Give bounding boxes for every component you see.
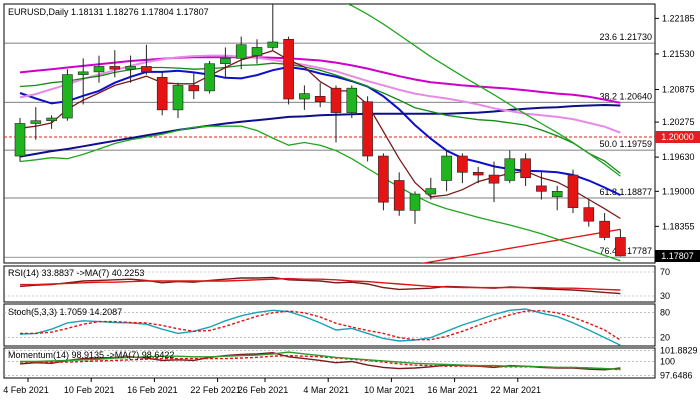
candle-body (77, 71, 89, 75)
indicator-line (20, 309, 621, 341)
candle-body (520, 158, 531, 179)
price-axis: 1.22185 1.21530 1.20875 1.20275 1.19630 1.190… (655, 13, 695, 231)
candle-body (393, 180, 405, 211)
momentum-panel: 101.8829 100 97.6486 Momentum(14) 98.9135 … (3, 345, 698, 380)
price-tick-label: 1.20275 (662, 117, 695, 127)
candle-body (235, 44, 247, 59)
candle-body (30, 120, 42, 124)
date-tick-label: 26 Feb 2021 (238, 385, 289, 395)
candle-body (472, 172, 484, 176)
fib-level-label: 38.2 1.20640 (599, 91, 652, 101)
overlay-line (19, 56, 621, 104)
candle-body (488, 174, 500, 184)
candle-body (141, 66, 152, 73)
overlay-line (420, 228, 621, 263)
date-axis: 4 Feb 2021 10 Feb 2021 16 Feb 2021 22 Feb 2… (3, 378, 541, 395)
candle-body (551, 191, 563, 198)
fib-level-label: 50.0 1.19759 (599, 139, 652, 149)
fib-level-label: 76.4 1.17787 (599, 246, 652, 256)
date-tick-label: 16 Feb 2021 (127, 385, 178, 395)
candle-body (299, 93, 310, 100)
price-tick-label: 1.18355 (662, 221, 695, 231)
candle-body (251, 47, 263, 56)
date-tick-label: 22 Feb 2021 (190, 385, 241, 395)
candle-body (567, 174, 579, 208)
price-tick-label: 1.19630 (662, 152, 695, 162)
date-tick-label: 10 Mar 2021 (364, 385, 415, 395)
last-price-badge: 1.17807 (655, 250, 700, 263)
candle-body (457, 155, 468, 173)
stochastic-panel: 80 20 Stoch(5,3,3) 1.7059 14.2087 (3, 303, 670, 347)
candle-body (378, 155, 389, 203)
candle-body (62, 74, 73, 119)
candle-body (346, 87, 358, 113)
date-tick-label: 4 Mar 2021 (303, 385, 349, 395)
rsi-panel: 70 30 RSI(14) 33.8837 ->MA(7) 40.2253 (3, 265, 670, 303)
candle-body (409, 193, 421, 211)
level-label: 70 (660, 267, 670, 277)
candle-body (441, 155, 452, 181)
candles (14, 4, 626, 257)
candle-body (615, 237, 626, 257)
price-tick-label: 1.20875 (662, 85, 695, 95)
candle-body (362, 101, 373, 157)
fib-level-label: 61.8 1.18877 (599, 187, 652, 197)
candle-body (220, 57, 231, 65)
candle-body (204, 63, 215, 92)
candle-body (536, 185, 547, 192)
main-price-panel: 23.6 1.21730 38.2 1.20640 50.0 1.19759 61.8… (3, 3, 695, 264)
level-label: 30 (660, 291, 670, 301)
date-tick-label: 4 Feb 2021 (3, 385, 49, 395)
level-label: 101.8829 (660, 345, 698, 355)
symbol-ohlc-header: EURUSD,Daily 1.18131 1.18276 1.17804 1.1… (8, 7, 209, 17)
date-tick-label: 16 Mar 2021 (427, 385, 478, 395)
price-tick-label: 1.19000 (662, 186, 695, 196)
level-label: 100 (660, 357, 675, 367)
level-label: 20 (660, 333, 670, 343)
overlay-line (346, 4, 621, 177)
date-tick-label: 10 Feb 2021 (64, 385, 115, 395)
fibonacci-levels: 23.6 1.21730 38.2 1.20640 50.0 1.19759 61.8… (4, 32, 655, 258)
candle-body (46, 117, 57, 122)
candle-body (504, 158, 516, 181)
overlay-line (19, 125, 621, 262)
price-tick-label: 1.21530 (662, 49, 695, 59)
candle-body (188, 85, 200, 92)
level-label: 97.6486 (660, 370, 693, 380)
date-tick-label: 22 Mar 2021 (491, 385, 542, 395)
overlay-line (19, 62, 621, 174)
indicator-line (19, 308, 621, 346)
candle-body (109, 66, 121, 70)
price-tick-label: 1.22185 (662, 13, 695, 23)
candle-body (125, 66, 136, 70)
candle-body (283, 38, 294, 100)
candle-body (14, 123, 26, 157)
candle-body (156, 77, 168, 111)
candle-body (583, 207, 595, 222)
candle-body (599, 220, 610, 238)
fib-level-label: 23.6 1.21730 (599, 32, 652, 42)
marked-level-badge: 1.20000 (655, 131, 700, 144)
rsi-title: RSI(14) 33.8837 ->MA(7) 40.2253 (8, 268, 144, 278)
candle-body (314, 96, 326, 103)
candle-body (172, 85, 184, 111)
candle-body (425, 188, 437, 195)
level-label: 80 (660, 307, 670, 317)
momentum-title: Momentum(14) 98.9135 ->MA(7) 98.6422 (8, 350, 174, 360)
indicator-line (20, 351, 621, 370)
candle-body (267, 41, 279, 48)
indicator-line (20, 277, 621, 291)
stochastic-title: Stoch(5,3,3) 1.7059 14.2087 (8, 307, 122, 317)
overlay-line (19, 103, 621, 158)
candle-body (330, 87, 342, 113)
candle-body (93, 66, 105, 73)
